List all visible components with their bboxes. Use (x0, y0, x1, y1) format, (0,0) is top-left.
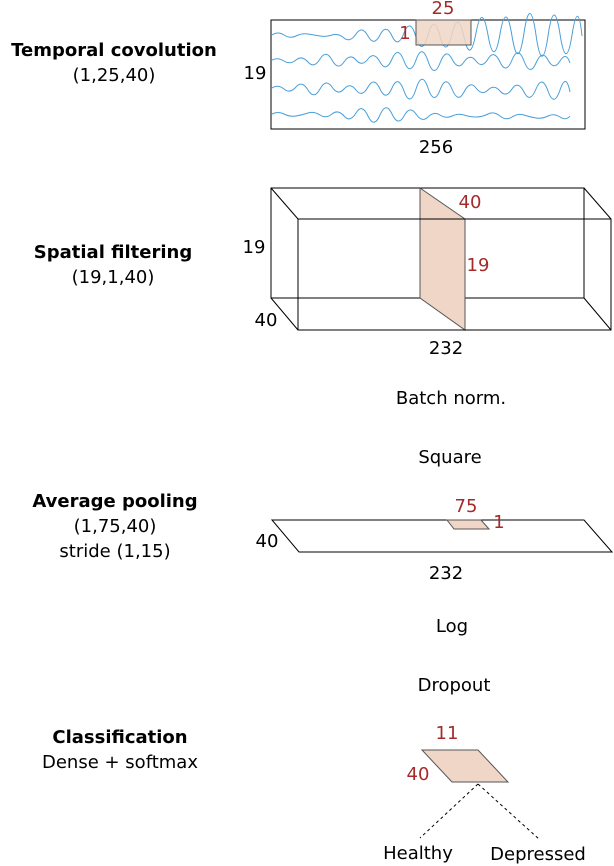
spatial-width: 232 (429, 338, 463, 359)
temporal-channels: 19 (244, 63, 267, 84)
temporal-params: (1,25,40) (73, 65, 156, 86)
edge-depressed (477, 783, 541, 841)
pool-width: 232 (429, 563, 463, 584)
classification-params: Dense + softmax (42, 752, 198, 773)
temporal-title: Temporal covolution (11, 40, 217, 61)
pool-kernel-height: 1 (493, 512, 504, 533)
dense-layer (420, 749, 510, 783)
op-dropout: Dropout (418, 675, 491, 696)
output-healthy: Healthy (383, 843, 453, 864)
spatial-kernel-channels: 19 (467, 255, 490, 276)
output-depressed: Depressed (490, 844, 586, 865)
temporal-kernel-height: 1 (399, 23, 410, 44)
pool-kernel (445, 519, 491, 530)
spatial-cuboid-front (297, 218, 612, 331)
spatial-channels: 19 (243, 237, 266, 258)
pool-plane (270, 519, 614, 553)
pool-kernel-width: 75 (455, 496, 478, 517)
pooling-stride: stride (1,15) (59, 541, 170, 562)
temporal-samples: 256 (419, 137, 453, 158)
spatial-title: Spatial filtering (34, 242, 192, 263)
op-square: Square (418, 447, 481, 468)
spatial-params: (19,1,40) (72, 267, 155, 288)
temporal-kernel-width: 25 (432, 0, 455, 19)
op-log: Log (436, 616, 468, 637)
classification-title: Classification (52, 727, 187, 748)
temporal-kernel (415, 19, 472, 46)
dense-width: 11 (436, 723, 459, 744)
pooling-title: Average pooling (32, 491, 197, 512)
spatial-depth: 40 (255, 310, 278, 331)
dense-depth: 40 (407, 764, 430, 785)
spatial-filters: 40 (459, 192, 482, 213)
edge-healthy (419, 783, 479, 839)
pooling-params: (1,75,40) (74, 516, 157, 537)
op-batch-norm: Batch norm. (396, 388, 506, 409)
pool-depth: 40 (256, 531, 279, 552)
